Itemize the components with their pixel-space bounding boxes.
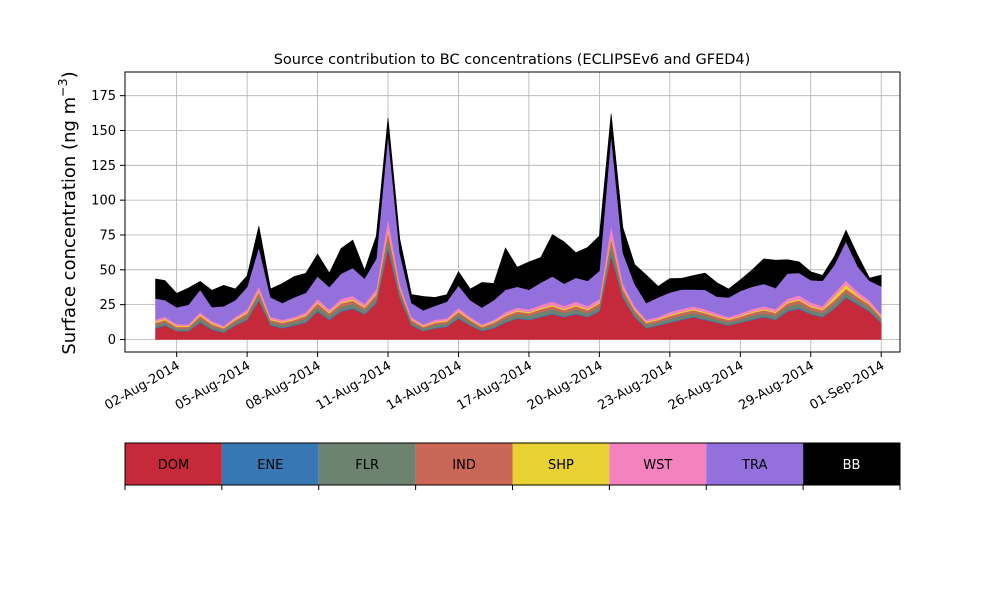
y-tick-label: 25 xyxy=(99,298,116,313)
legend-label-tra: TRA xyxy=(741,458,767,473)
x-tick-label: 11-Aug-2014 xyxy=(314,358,394,413)
legend-swatch-bb xyxy=(803,443,900,485)
x-axis: 02-Aug-201405-Aug-201408-Aug-201411-Aug-… xyxy=(102,352,887,414)
legend-swatch-ind xyxy=(415,443,513,485)
stacked-areas xyxy=(155,113,882,340)
y-tick-label: 0 xyxy=(108,333,116,348)
x-tick-label: 01-Sep-2014 xyxy=(807,358,887,413)
y-axis-label-base: Surface concentration (ng m xyxy=(59,97,80,355)
legend-swatch-flr xyxy=(318,443,416,485)
legend-label-dom: DOM xyxy=(158,458,189,473)
legend-swatch-ene xyxy=(221,443,319,485)
x-tick-label: 23-Aug-2014 xyxy=(596,358,676,413)
y-tick-label: 150 xyxy=(91,124,116,139)
legend-colorbar: DOM ENE FLR IND SHP WST TRA BB xyxy=(124,442,901,490)
legend-swatch-shp xyxy=(512,443,610,485)
legend-swatch-tra xyxy=(706,443,804,485)
x-tick-label: 14-Aug-2014 xyxy=(384,358,464,413)
legend-label-ind: IND xyxy=(452,458,476,473)
area-bb xyxy=(155,113,882,311)
chart-title: Source contribution to BC concentrations… xyxy=(274,52,751,68)
legend-swatch-dom xyxy=(125,443,222,485)
area-tra xyxy=(155,134,882,327)
legend-swatch-wst xyxy=(609,443,707,485)
y-tick-label: 100 xyxy=(91,194,116,209)
y-tick-label: 50 xyxy=(99,263,116,278)
plot-border xyxy=(124,71,901,353)
x-tick-label: 05-Aug-2014 xyxy=(173,358,253,413)
legend-label-shp: SHP xyxy=(548,458,574,473)
x-tick-label: 17-Aug-2014 xyxy=(455,358,535,413)
plot-frame xyxy=(124,71,901,353)
x-tick-label: 26-Aug-2014 xyxy=(666,358,746,413)
y-tick-label: 175 xyxy=(91,89,116,104)
y-axis-label: Surface concentration (ng m−3) xyxy=(55,71,80,354)
x-tick-label: 20-Aug-2014 xyxy=(525,358,605,413)
y-axis-label-close: ) xyxy=(59,71,80,78)
legend-label-wst: WST xyxy=(643,458,672,473)
x-tick-label: 02-Aug-2014 xyxy=(102,358,182,413)
y-axis: 0 25 50 75 100 125 150 175 xyxy=(91,89,125,348)
legend-label-bb: BB xyxy=(843,458,861,473)
legend-label-flr: FLR xyxy=(355,458,379,473)
y-axis-label-superscript: −3 xyxy=(55,78,70,96)
legend-label-ene: ENE xyxy=(257,458,283,473)
y-tick-label: 125 xyxy=(91,159,116,174)
x-tick-label: 29-Aug-2014 xyxy=(736,358,816,413)
x-tick-label: 08-Aug-2014 xyxy=(243,358,323,413)
y-tick-label: 75 xyxy=(99,228,116,243)
